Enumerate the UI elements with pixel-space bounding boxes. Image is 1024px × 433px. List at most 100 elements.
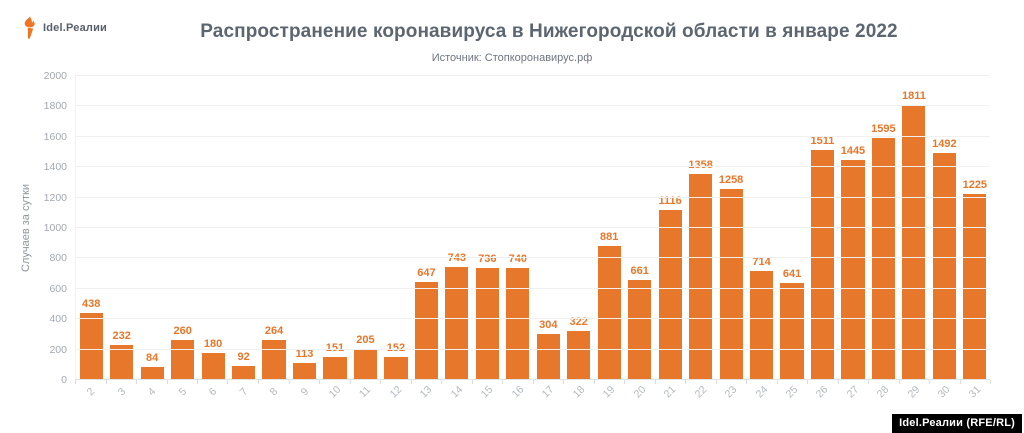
bar [475,268,499,380]
bar-value-label: 641 [782,267,802,280]
x-axis-tick [929,380,930,384]
bar [902,104,926,380]
x-tick-label: 9 [298,385,311,399]
x-axis-tick [990,380,991,384]
x-axis-tick [898,380,900,384]
bar [567,331,591,380]
bar-value-label: 260 [173,325,192,338]
gridline [75,166,990,168]
x-axis-tick [288,380,290,384]
bar [597,246,621,380]
bar [140,367,164,380]
bar-value-label: 205 [356,333,375,346]
bar-value-label: 92 [237,351,250,364]
x-tick-label: 22 [692,383,709,401]
x-tick-label: 14 [448,383,466,401]
bar-value-label: 1258 [718,173,744,186]
gridline [75,196,990,198]
y-tick-label: 0 [61,374,67,386]
bar-value-label: 84 [146,352,159,365]
bar-value-label: 1358 [688,158,713,171]
bar [110,344,134,380]
rferl-badge: Idel.Реалии (RFE/RL) [892,414,1022,433]
x-axis-tick [105,380,107,384]
gridline [75,318,990,320]
x-tick-label: 4 [145,385,159,399]
x-tick-label: 15 [478,383,496,401]
x-tick-label: 6 [206,385,220,399]
gridline [75,379,990,380]
bar-value-label: 264 [264,324,284,337]
x-axis-tick [166,380,168,384]
bar-slot: 264 8 [259,76,289,398]
bar-value-label: 113 [295,347,314,360]
x-axis-tick [410,380,412,384]
bar [963,193,987,380]
bar-slot: 1358 22 [685,76,715,401]
bar-value-label: 1116 [658,195,682,208]
bar-slot: 152 12 [381,76,411,400]
bar-slot: 1595 28 [868,76,898,401]
y-axis-line [75,76,76,384]
x-axis-tick [807,380,808,384]
bar-slot: 736 15 [472,76,502,400]
x-axis-tick [471,380,473,384]
bar-slot: 232 3 [106,76,136,398]
bar [384,356,408,380]
bar-value-label: 1811 [901,89,926,102]
x-axis-tick [227,380,229,384]
x-axis-tick [959,380,961,384]
x-tick-label: 5 [176,385,189,399]
bar-value-label: 151 [326,342,344,354]
bar [628,279,652,380]
bar [871,137,895,380]
x-tick-label: 19 [600,383,618,401]
gridline [75,227,990,228]
bar-value-label: 1511 [810,135,835,148]
x-axis-tick [532,380,534,384]
bar-value-label: 881 [600,231,619,244]
bar-slot: 1492 30 [929,76,959,400]
bar-value-label: 180 [203,337,223,350]
bar [841,160,865,380]
gridline [75,135,990,137]
bar-slot: 260 5 [167,76,197,398]
y-tick-label: 1000 [43,222,67,234]
x-axis-tick [197,380,198,384]
bar-slot: 180 6 [198,76,228,398]
bars-container: 4382232384426051806927264811391511020511… [76,76,990,401]
bar [414,281,438,380]
bar-slot: 1225 31 [960,76,990,401]
bar-slot: 881 19 [594,76,624,400]
bar-slot: 661 20 [624,76,654,400]
bar [719,188,743,380]
x-axis-tick [349,380,351,384]
bar-slot: 1116 21 [655,76,685,400]
bar [658,210,682,380]
bar-slot: 113 9 [289,76,319,398]
bar-slot: 1511 26 [807,76,837,400]
x-tick-label: 11 [357,383,374,401]
bar [79,313,103,380]
x-axis-tick [746,380,747,384]
bar-value-label: 1492 [932,138,957,151]
gridline [75,348,990,350]
y-tick-label: 1600 [43,130,67,143]
bar-slot: 647 13 [411,76,441,400]
x-tick-label: 26 [814,383,831,401]
chart-source: Источник: Стопкоронавирус.рф [431,52,593,64]
bar-slot: 304 17 [533,76,563,400]
bar-value-label: 1225 [962,178,988,191]
bar [171,340,195,380]
bar-value-label: 714 [752,256,771,269]
x-tick-label: 27 [844,383,862,401]
x-tick-label: 25 [783,383,801,401]
x-tick-label: 16 [509,383,527,401]
bar-value-label: 1595 [871,122,896,135]
x-axis-tick [715,380,717,384]
bar-slot: 740 16 [503,76,533,400]
bar-slot: 714 24 [746,76,776,400]
y-tick-label: 200 [49,343,67,356]
bar-slot: 92 7 [228,76,258,398]
